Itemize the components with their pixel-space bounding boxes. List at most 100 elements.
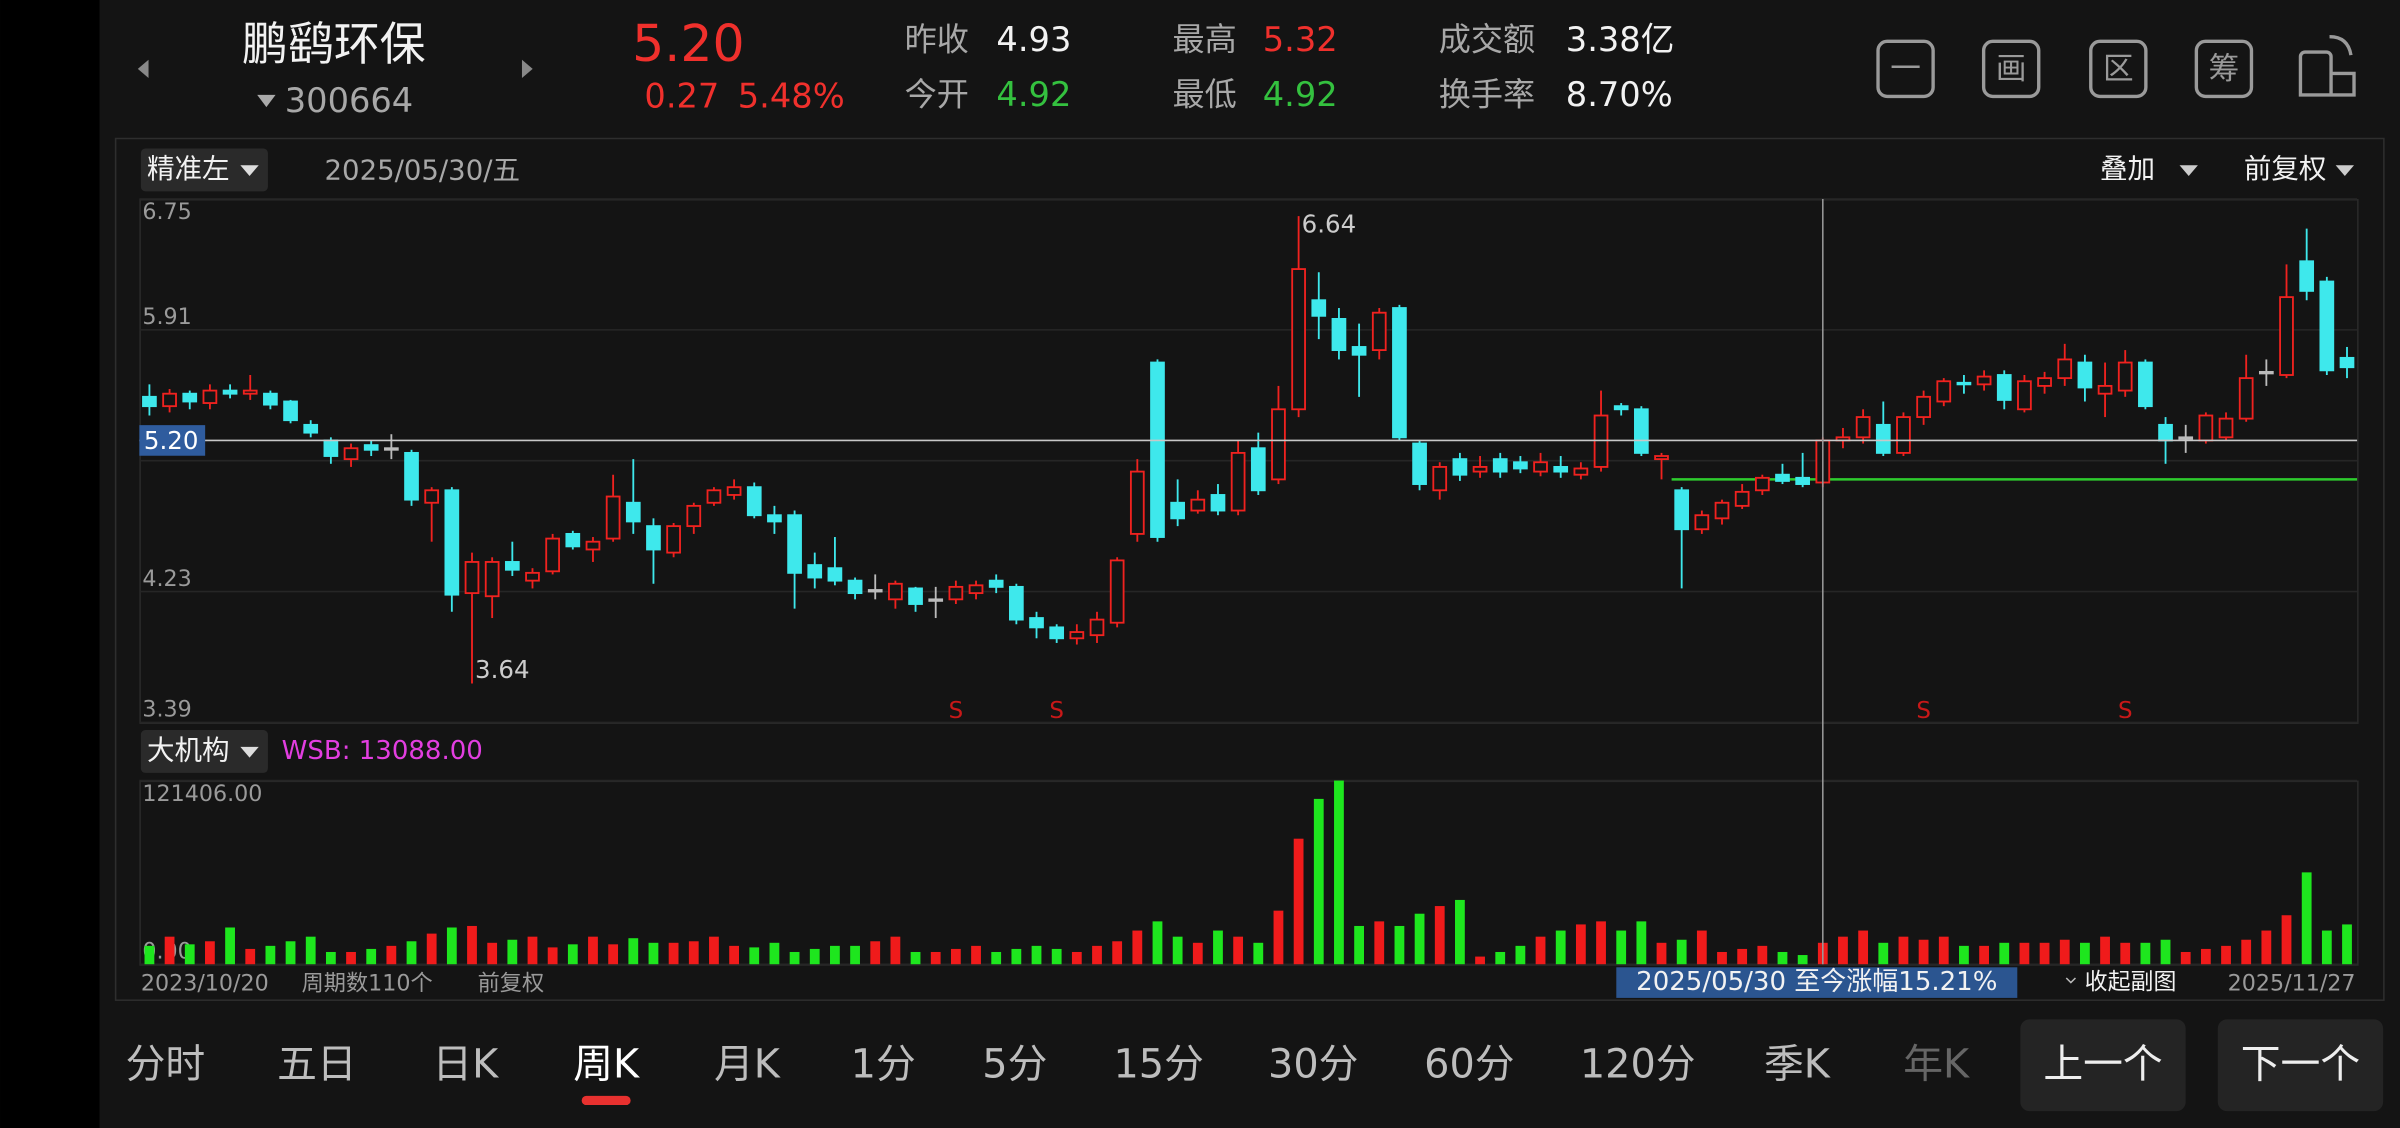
volume-bar: [830, 945, 840, 965]
volume-bar: [1676, 939, 1687, 965]
candle-body: [242, 389, 258, 395]
candle-body: [1452, 458, 1468, 476]
button-label: 上一个: [2043, 1041, 2162, 1087]
candle-body: [1432, 466, 1448, 492]
tab[interactable]: 日K: [432, 1041, 499, 1087]
volume-bar: [1535, 936, 1546, 965]
volume-bar: [527, 936, 538, 965]
code-dropdown[interactable]: [257, 94, 276, 108]
candle-body: [343, 447, 359, 461]
candle-body: [323, 439, 339, 457]
tab[interactable]: 分时: [126, 1041, 206, 1087]
volume-bar: [547, 947, 558, 965]
candle-body: [2238, 377, 2254, 420]
volume-bar: [507, 939, 518, 965]
icon-button[interactable]: [1981, 39, 2041, 99]
prev-button[interactable]: [2020, 1019, 2186, 1112]
volume-bar: [1495, 951, 1506, 965]
volume-bar: [1838, 936, 1848, 965]
volume-bar: [1475, 956, 1485, 965]
volume-bar: [164, 936, 175, 965]
candle-body: [625, 501, 641, 523]
stat-value: 4.93: [996, 20, 1071, 59]
candle-body: [807, 564, 823, 579]
candle-body: [746, 486, 762, 517]
tab[interactable]: 60分: [1424, 1041, 1514, 1087]
volume-bar: [1898, 936, 1909, 965]
volume-bar: [1858, 930, 1869, 965]
candle-body: [1331, 318, 1347, 351]
change-pct: 5.48%: [738, 76, 845, 115]
next-stock[interactable]: [521, 59, 533, 79]
tab[interactable]: 30分: [1268, 1041, 1358, 1087]
left-strip: [0, 0, 100, 1128]
next-button[interactable]: [2217, 1019, 2384, 1112]
tab[interactable]: 五日: [277, 1041, 357, 1087]
tab[interactable]: 月K: [714, 1041, 781, 1087]
volume-bar: [1656, 942, 1667, 965]
candle-body: [827, 567, 843, 582]
candle-body: [2037, 377, 2052, 387]
candle-body: [1553, 466, 1569, 473]
tab[interactable]: 1分: [851, 1041, 916, 1087]
candle-body: [1472, 466, 1488, 473]
collapse-icon: [2065, 977, 2077, 984]
candle-body: [1049, 626, 1065, 640]
candle-body: [1109, 559, 1125, 624]
volume-bar: [910, 951, 921, 965]
candle-body: [1956, 381, 1972, 386]
tab[interactable]: 年K: [1903, 1041, 1970, 1087]
volume-bar: [325, 951, 336, 965]
candle-body: [2339, 356, 2355, 369]
candle-body: [202, 389, 218, 404]
volume-bar: [225, 927, 235, 965]
volume-bar: [386, 945, 397, 965]
candle-body: [1392, 307, 1407, 439]
volume-bar: [809, 948, 820, 965]
candle-body: [2077, 361, 2093, 389]
indicator-value: WSB: 13088.00: [282, 736, 483, 766]
volume-bar: [769, 942, 780, 965]
dropdown-arrow: [240, 165, 259, 177]
signal: S: [949, 698, 964, 724]
stat-value: 5.32: [1263, 20, 1338, 59]
volume-bar: [2039, 942, 2050, 965]
tab[interactable]: 5分: [982, 1041, 1047, 1087]
prev-stock[interactable]: [137, 59, 149, 79]
candle-body: [2218, 417, 2234, 439]
candle-body: [283, 400, 298, 422]
volume-bar: [1696, 930, 1707, 965]
collapse-button[interactable]: 收起副图: [2085, 969, 2177, 995]
stat-label: 今开: [905, 75, 969, 113]
rotate-icon[interactable]: [2298, 35, 2356, 97]
stat-label: 最高: [1172, 20, 1236, 58]
volume-bar: [688, 941, 699, 965]
tab[interactable]: 15分: [1113, 1041, 1203, 1087]
mode-dropdown[interactable]: [140, 148, 268, 192]
volume-bar: [2321, 930, 2332, 965]
start-date: 2023/10/20: [141, 971, 269, 997]
tab-active[interactable]: 周K: [573, 1041, 640, 1087]
volume-bar: [2342, 924, 2352, 965]
overlay-button[interactable]: 叠加: [2100, 153, 2155, 185]
indicator-name: 大机构: [147, 734, 230, 766]
candle-body: [2198, 414, 2214, 442]
candle-body: [1230, 451, 1246, 512]
icon-button[interactable]: [1876, 39, 1935, 99]
volume-bar: [2160, 939, 2171, 965]
tab[interactable]: 季K: [1764, 1041, 1831, 1087]
stat-value: 8.70%: [1566, 75, 1673, 114]
toolbar-date: 2025/05/30/五: [325, 154, 521, 186]
candle-body: [1271, 408, 1286, 481]
signal: S: [1916, 698, 1931, 724]
indicator-dropdown[interactable]: [140, 730, 268, 773]
candle-body: [525, 571, 540, 582]
icon-button[interactable]: [2089, 39, 2148, 99]
tab[interactable]: 120分: [1580, 1041, 1696, 1087]
adjust-button[interactable]: 前复权: [2244, 153, 2327, 185]
icon-button[interactable]: [2194, 39, 2254, 99]
candle-body: [444, 489, 460, 596]
volume-bar: [1394, 925, 1405, 965]
candle-body: [1009, 585, 1024, 621]
volume-bar: [1878, 942, 1889, 965]
